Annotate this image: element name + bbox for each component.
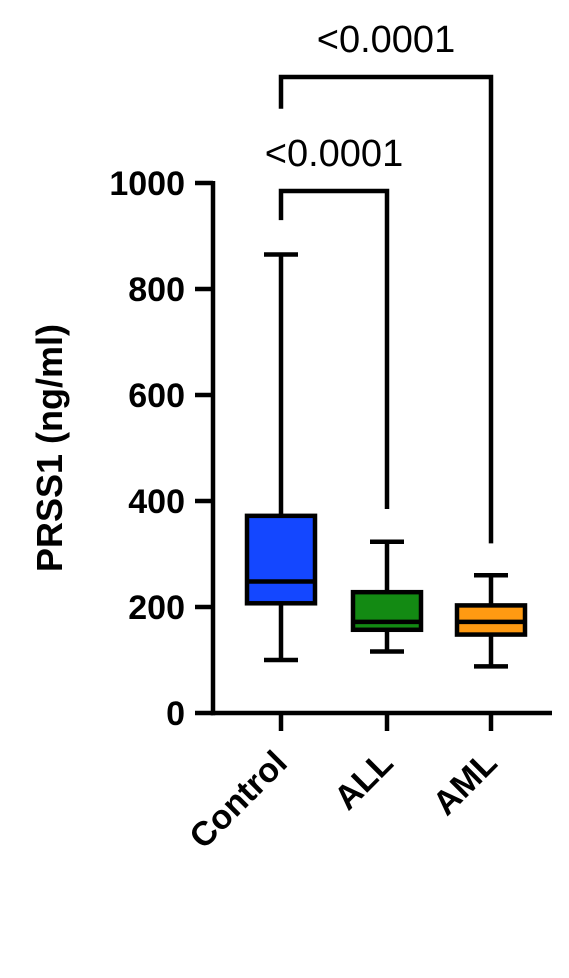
p-value-label: <0.0001 — [317, 19, 455, 61]
iqr-box — [244, 513, 318, 606]
y-tick-label: 200 — [128, 589, 185, 627]
box-aml — [454, 572, 528, 669]
comparison-bracket: <0.0001 — [278, 19, 494, 544]
category-labels: Control ALL AML — [182, 744, 504, 856]
bracket-line — [278, 74, 494, 544]
box-control — [244, 252, 318, 663]
y-axis-label-group: PRSS1 (ng/ml) — [29, 324, 70, 572]
box-all — [350, 539, 424, 654]
boxes — [244, 252, 528, 669]
category-label: AML — [426, 744, 505, 823]
bracket-line — [278, 188, 390, 509]
y-tick-label: 400 — [128, 483, 185, 521]
y-tick-label: 0 — [166, 695, 185, 733]
y-tick-label: 600 — [128, 377, 185, 415]
comparison-brackets: <0.0001 <0.0001 — [265, 19, 494, 544]
y-axis-label: PRSS1 (ng/ml) — [29, 324, 70, 572]
y-tick-label: 800 — [128, 271, 185, 309]
y-tick-label: 1000 — [109, 165, 185, 203]
iqr-box — [350, 589, 424, 633]
comparison-bracket: <0.0001 — [265, 133, 403, 509]
category-label: Control — [182, 744, 294, 856]
category-label: ALL — [327, 744, 401, 818]
p-value-label: <0.0001 — [265, 133, 403, 175]
axes: 0 200 400 600 800 1000 — [109, 165, 552, 733]
